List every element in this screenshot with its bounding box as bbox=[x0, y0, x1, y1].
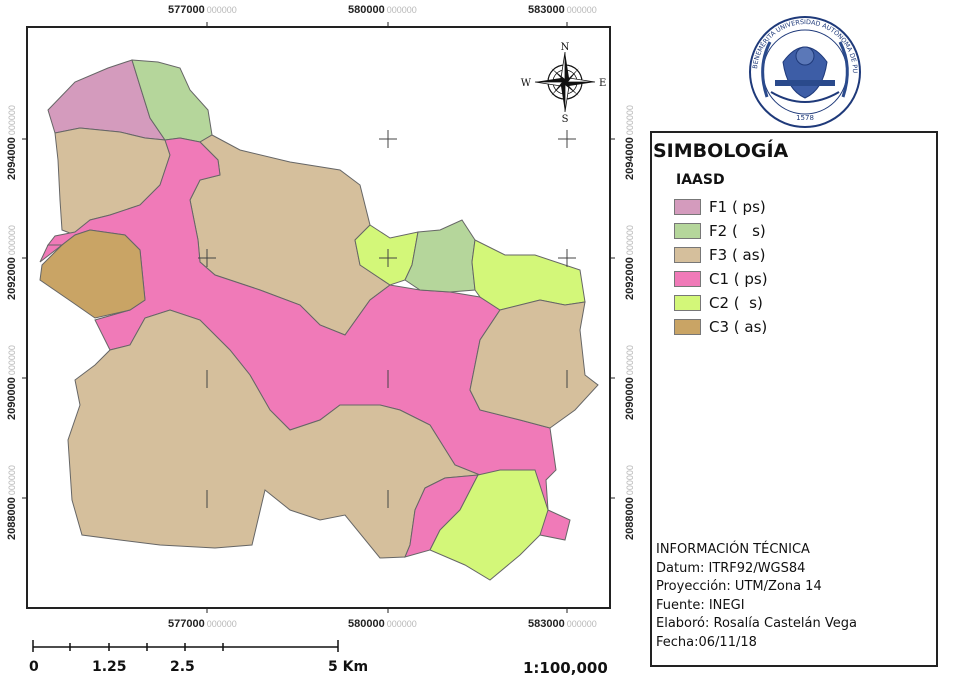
y-coord-left-3: 2090000000000 bbox=[6, 345, 18, 420]
zone-c2-south bbox=[429, 469, 549, 581]
y-coord-left-4: 2088000000000 bbox=[6, 465, 18, 540]
compass-n: N bbox=[561, 42, 570, 53]
neatline-ticks bbox=[22, 22, 615, 613]
compass-w: W bbox=[521, 78, 532, 89]
legend-label: C2 ( s) bbox=[709, 294, 763, 312]
y-coord-right-3: 2090000000000 bbox=[624, 345, 636, 420]
y-coord-left-2: 2092000000000 bbox=[6, 225, 18, 300]
x-coord-bottom-2: 580000 000000 bbox=[348, 618, 417, 630]
legend-item-c3: C3 ( as) bbox=[674, 317, 767, 337]
scale-label-0: 0 bbox=[29, 659, 39, 675]
legend-label: F3 ( as) bbox=[709, 246, 766, 264]
x-coord-bottom-3: 583000 000000 bbox=[528, 618, 597, 630]
x-coord-bottom-1: 577000 000000 bbox=[168, 618, 237, 630]
legend-title: SIMBOLOGÍA bbox=[653, 140, 789, 162]
tech-author: Elaboró: Rosalía Castelán Vega bbox=[656, 616, 857, 631]
zone-f3-east bbox=[469, 299, 599, 429]
university-seal-icon: BENEMÉRITA UNIVERSIDAD AUTÓNOMA DE PUEBL… bbox=[749, 16, 861, 128]
legend-swatch bbox=[674, 319, 701, 335]
legend-item-c2: C2 ( s) bbox=[674, 293, 763, 313]
legend-swatch bbox=[674, 247, 701, 263]
legend-item-f1: F1 ( ps) bbox=[674, 197, 766, 217]
legend-swatch bbox=[674, 271, 701, 287]
x-coord-top-3: 583000 000000 bbox=[528, 4, 597, 16]
y-coord-left-1: 2094000000000 bbox=[6, 105, 18, 180]
legend-swatch bbox=[674, 295, 701, 311]
x-coord-top-1: 577000 000000 bbox=[168, 4, 237, 16]
grid-marks bbox=[198, 130, 576, 508]
tech-datum: Datum: ITRF92/WGS84 bbox=[656, 560, 806, 576]
scale-bar bbox=[32, 640, 339, 652]
tech-projection: Proyección: UTM/Zona 14 bbox=[656, 579, 822, 594]
scale-ratio: 1:100,000 bbox=[523, 659, 608, 677]
legend-item-f2: F2 ( s) bbox=[674, 221, 766, 241]
legend-swatch bbox=[674, 199, 701, 215]
tech-source: Fuente: INEGI bbox=[656, 597, 745, 613]
map-polygons bbox=[39, 59, 599, 581]
zone-c1-west bbox=[39, 244, 64, 263]
y-coord-right-4: 2088000000000 bbox=[624, 465, 636, 540]
compass-rose-icon: N S E W bbox=[521, 42, 607, 125]
compass-e: E bbox=[599, 78, 606, 89]
legend-subtitle: IAASD bbox=[676, 172, 725, 188]
legend-label: F2 ( s) bbox=[709, 222, 766, 240]
compass-s: S bbox=[562, 114, 569, 125]
technical-info: INFORMACIÓN TÉCNICA Datum: ITRF92/WGS84 … bbox=[656, 541, 857, 652]
scale-label-1: 1.25 bbox=[92, 659, 127, 675]
y-coord-right-1: 2094000000000 bbox=[624, 105, 636, 180]
legend-label: C3 ( as) bbox=[709, 318, 768, 336]
tech-date: Fecha:06/11/18 bbox=[656, 634, 757, 650]
legend-swatch bbox=[674, 223, 701, 239]
legend-label: C1 ( ps) bbox=[709, 270, 768, 288]
y-coord-right-2: 2092000000000 bbox=[624, 225, 636, 300]
legend-item-c1: C1 ( ps) bbox=[674, 269, 768, 289]
scale-label-3: 5 Km bbox=[328, 659, 369, 675]
legend-label: F1 ( ps) bbox=[709, 198, 766, 216]
tech-title: INFORMACIÓN TÉCNICA bbox=[656, 542, 810, 557]
zone-c3 bbox=[39, 229, 146, 319]
scale-label-2: 2.5 bbox=[170, 659, 195, 675]
legend-box bbox=[650, 131, 938, 667]
x-coord-top-2: 580000 000000 bbox=[348, 4, 417, 16]
seal-year: 1578 bbox=[796, 114, 814, 122]
legend-item-f3: F3 ( as) bbox=[674, 245, 765, 265]
